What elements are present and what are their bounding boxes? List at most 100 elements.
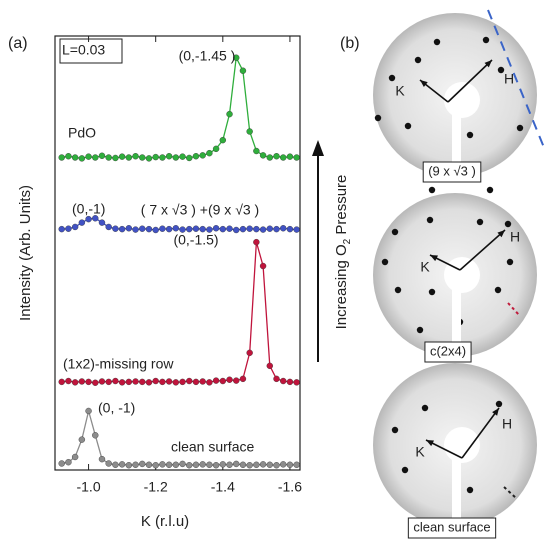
data-point xyxy=(233,377,240,384)
data-point xyxy=(65,225,72,232)
leed-spot xyxy=(388,74,396,82)
x-tick-label: -1.0 xyxy=(76,479,100,495)
data-point xyxy=(132,461,139,468)
leed-spot xyxy=(391,426,399,434)
data-point xyxy=(286,378,294,386)
leed-gun xyxy=(444,257,480,293)
data-point xyxy=(85,407,92,415)
superstructure-line xyxy=(503,486,517,499)
data-point xyxy=(266,362,273,370)
data-point xyxy=(179,153,186,160)
data-point xyxy=(165,378,173,385)
data-point xyxy=(253,225,260,233)
panel-label: (b) xyxy=(340,35,360,52)
caption-box xyxy=(407,517,497,539)
data-point xyxy=(92,379,99,386)
data-point xyxy=(78,436,86,443)
data-point xyxy=(58,378,65,386)
data-point xyxy=(280,154,287,161)
data-point xyxy=(233,226,240,234)
data-point xyxy=(199,378,206,385)
x-tick-label: -1.2 xyxy=(144,479,168,495)
data-point xyxy=(259,461,267,468)
data-point xyxy=(165,461,173,468)
data-point xyxy=(179,226,186,233)
data-point xyxy=(125,378,133,386)
data-point xyxy=(259,262,267,270)
data-point xyxy=(125,225,133,232)
data-point xyxy=(286,153,294,160)
data-point xyxy=(132,153,139,160)
annotation: PdO xyxy=(68,125,96,141)
leed-spot xyxy=(516,124,524,132)
lattice-arrowhead xyxy=(420,80,428,88)
caption-box xyxy=(422,161,482,183)
data-point xyxy=(239,67,247,74)
annotation: (1x2)-missing row xyxy=(63,356,174,372)
caption-box xyxy=(424,341,472,363)
data-point xyxy=(125,154,133,161)
lattice-arrowhead xyxy=(484,60,492,68)
data-point xyxy=(112,225,119,232)
data-point xyxy=(71,453,79,461)
lattice-vector xyxy=(447,59,493,103)
x-axis-label: K (r.l.u) xyxy=(141,513,189,530)
leed-spot xyxy=(433,38,441,46)
annotation-box xyxy=(59,38,123,64)
data-point xyxy=(159,461,166,468)
data-point xyxy=(239,461,247,468)
leed-spot xyxy=(494,286,502,294)
data-point xyxy=(266,154,273,161)
pressure-label-subscript: 2 xyxy=(342,238,353,244)
data-point xyxy=(118,461,126,468)
lattice-label: K xyxy=(395,83,405,99)
leed-spot xyxy=(401,466,409,474)
data-point xyxy=(152,153,159,161)
data-point xyxy=(179,460,186,468)
data-point xyxy=(206,226,213,233)
data-point xyxy=(152,377,159,385)
leed-spot xyxy=(374,114,382,122)
data-point xyxy=(105,223,112,231)
data-point xyxy=(286,225,294,233)
data-point xyxy=(172,379,180,386)
data-point xyxy=(105,460,112,467)
data-point xyxy=(58,225,65,233)
data-point xyxy=(71,379,79,386)
data-point xyxy=(58,154,65,161)
lattice-vector xyxy=(461,407,500,459)
data-point xyxy=(112,461,119,468)
x-tick-label: -1.4 xyxy=(211,479,235,495)
data-point xyxy=(253,238,260,246)
leed-spot xyxy=(482,36,490,44)
series-line xyxy=(61,55,297,160)
data-point xyxy=(98,378,106,385)
data-point xyxy=(125,462,133,469)
data-point xyxy=(192,461,200,468)
plot-frame xyxy=(54,35,301,471)
data-point xyxy=(139,378,146,386)
lattice-label: H xyxy=(510,229,520,245)
data-point xyxy=(246,349,253,357)
data-point xyxy=(246,225,253,232)
lattice-label: K xyxy=(420,259,430,275)
data-point xyxy=(105,378,112,386)
annotation: (0,-1) xyxy=(72,201,105,217)
annotation: (0, -1) xyxy=(98,400,135,416)
data-point xyxy=(186,225,193,233)
data-point xyxy=(192,225,200,232)
pressure-label-part: Increasing O xyxy=(333,244,350,329)
data-point xyxy=(253,147,260,155)
leed-spot xyxy=(495,400,503,408)
data-point xyxy=(253,461,260,468)
leed-spot xyxy=(497,66,505,74)
data-point xyxy=(139,460,146,468)
data-point xyxy=(226,461,233,468)
data-point xyxy=(233,460,240,468)
leed-spot xyxy=(486,186,494,194)
data-point xyxy=(92,215,99,222)
data-point xyxy=(71,154,79,161)
data-point xyxy=(159,154,166,161)
pressure-arrowhead xyxy=(312,140,324,156)
annotation: (0,-1.45 ) xyxy=(179,48,236,64)
